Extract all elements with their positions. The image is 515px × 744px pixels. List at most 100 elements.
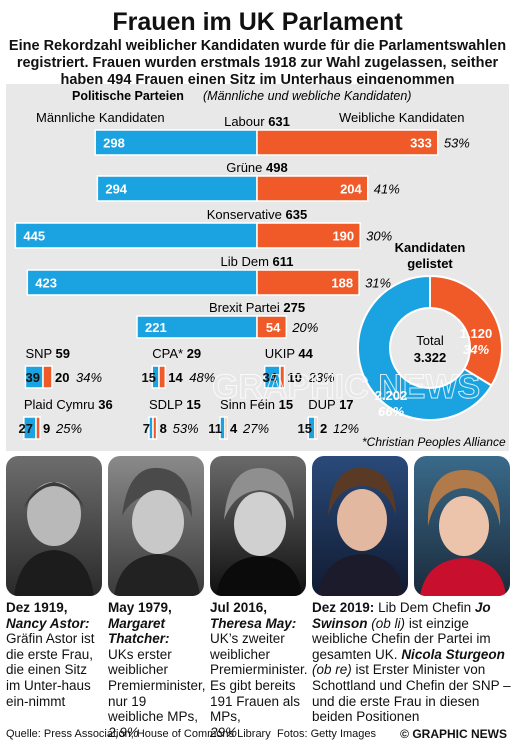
legend-female-label: Weibliche Kandidaten <box>339 110 465 125</box>
photo-nicola-sturgeon <box>414 456 510 596</box>
female-pct: 53% <box>444 136 470 151</box>
bar-male <box>14 222 258 249</box>
female-pct: 12% <box>333 421 359 436</box>
value-female: 190 <box>332 229 354 244</box>
photo-theresa-may <box>210 456 306 596</box>
donut-title-line2: gelistet <box>407 256 453 271</box>
bar-female <box>279 365 286 389</box>
caption-thatcher: May 1979, Margaret Thatcher: UKs erster … <box>108 600 206 740</box>
donut-women-value: 1.120 <box>460 326 493 341</box>
female-pct: 34% <box>76 370 102 385</box>
female-pct: 20% <box>291 320 318 335</box>
photo-credit: Fotos: Getty Images <box>277 728 377 740</box>
chart-panel: Politische Parteien (Männliche und weblic… <box>6 84 509 451</box>
value-female: 10 <box>288 370 302 385</box>
bar-female <box>256 315 288 339</box>
party-candidates-chart: Politische Parteien (Männliche und weblic… <box>14 89 506 449</box>
bar-female <box>314 416 318 440</box>
donut-center-value: 3.322 <box>414 350 447 365</box>
footer: Quelle: Press Association, House of Comm… <box>0 726 515 744</box>
donut-men-value: 2.202 <box>375 388 408 403</box>
category-label: Konservative 635 <box>207 207 307 222</box>
category-label: Labour 631 <box>224 114 290 129</box>
value-female: 333 <box>410 136 432 151</box>
value-male: 39 <box>26 370 40 385</box>
value-male: 7 <box>143 421 150 436</box>
value-female: 8 <box>160 421 167 436</box>
donut-slice-women <box>429 274 503 387</box>
donut-center-label: Total <box>416 333 444 348</box>
category-label: Lib Dem 611 <box>220 254 293 269</box>
category-label: SNP 59 <box>25 346 70 361</box>
chart-title: Politische Parteien <box>72 89 184 103</box>
bar-female <box>256 269 360 296</box>
category-label: CPA* 29 <box>152 346 201 361</box>
value-female: 14 <box>168 370 183 385</box>
bar-female <box>152 416 158 440</box>
value-male: 11 <box>208 421 222 436</box>
value-male: 294 <box>105 182 127 197</box>
bar-male <box>94 129 258 156</box>
caption-astor: Dez 1919, Nancy Astor: Gräfin Astor ist … <box>6 600 95 709</box>
female-pct: 25% <box>55 421 82 436</box>
value-male: 423 <box>35 276 57 291</box>
donut-slice-men <box>357 274 493 421</box>
female-pct: 31% <box>365 276 391 291</box>
female-pct: 23% <box>308 370 335 385</box>
category-label: DUP 17 <box>308 397 353 412</box>
source-credit: Quelle: Press Association, House of Comm… <box>6 728 271 740</box>
value-female: 204 <box>340 182 362 197</box>
value-female: 2 <box>320 421 327 436</box>
bar-female <box>256 175 369 202</box>
value-male: 15 <box>142 370 156 385</box>
caption-text: Gräfin Astor ist die erste Frau, die ein… <box>6 631 95 709</box>
donut-title-line1: Kandidaten <box>395 240 466 255</box>
female-pct: 27% <box>242 421 269 436</box>
caption-text: UKs erster weiblicher Premierminister, n… <box>108 646 206 725</box>
female-pct: 53% <box>173 421 199 436</box>
female-pct: 48% <box>189 370 215 385</box>
value-female: 188 <box>331 276 353 291</box>
watermark: GRAPHIC NEWS <box>212 368 480 406</box>
graphic-news-logo: © GRAPHIC NEWS <box>400 727 507 741</box>
category-label: Brexit Partei 275 <box>209 300 305 315</box>
donut-men-pct: 66% <box>378 404 404 419</box>
category-label: Sinn Féin 15 <box>220 397 293 412</box>
bar-female <box>42 365 53 389</box>
bar-male <box>26 269 258 296</box>
chart-footnote: *Christian Peoples Alliance <box>362 435 506 449</box>
header: Frauen im UK Parlament Eine Rekordzahl w… <box>0 0 515 89</box>
photo-nancy-astor <box>6 456 102 596</box>
value-male: 34 <box>263 370 278 385</box>
bar-male <box>96 175 258 202</box>
female-pct: 30% <box>366 229 392 244</box>
value-male: 15 <box>298 421 312 436</box>
value-female: 20 <box>55 370 69 385</box>
caption-text: UK’s zweiter weiblicher Premierminister.… <box>210 631 308 725</box>
page-subtitle: Eine Rekordzahl weiblicher Kandidaten wu… <box>8 38 507 88</box>
donut-women-pct: 34% <box>463 342 489 357</box>
bar-female <box>158 365 167 389</box>
value-male: 445 <box>23 229 45 244</box>
value-female: 4 <box>230 421 238 436</box>
caption-swinson-sturgeon: Dez 2019: Lib Dem Chefin Jo Swinson (ob … <box>312 600 511 725</box>
photo-jo-swinson <box>312 456 408 596</box>
value-male: 27 <box>19 421 33 436</box>
bar-female <box>256 129 439 156</box>
chart-subtitle: (Männliche und webliche Kandidaten) <box>203 89 411 103</box>
bar-female <box>224 416 228 440</box>
caption-may: Jul 2016, Theresa May: UK’s zweiter weib… <box>210 600 308 740</box>
legend-male-label: Männliche Kandidaten <box>36 110 165 125</box>
value-female: 9 <box>43 421 50 436</box>
bar-female <box>256 222 361 249</box>
value-male: 221 <box>145 320 167 335</box>
value-male: 298 <box>103 136 125 151</box>
category-label: Grüne 498 <box>226 160 287 175</box>
category-label: Plaid Cymru 36 <box>24 397 113 412</box>
value-female: 54 <box>266 320 281 335</box>
category-label: UKIP 44 <box>265 346 314 361</box>
page-title: Frauen im UK Parlament <box>112 8 403 36</box>
female-pct: 41% <box>374 182 400 197</box>
photo-margaret-thatcher <box>108 456 204 596</box>
bar-female <box>35 416 41 440</box>
